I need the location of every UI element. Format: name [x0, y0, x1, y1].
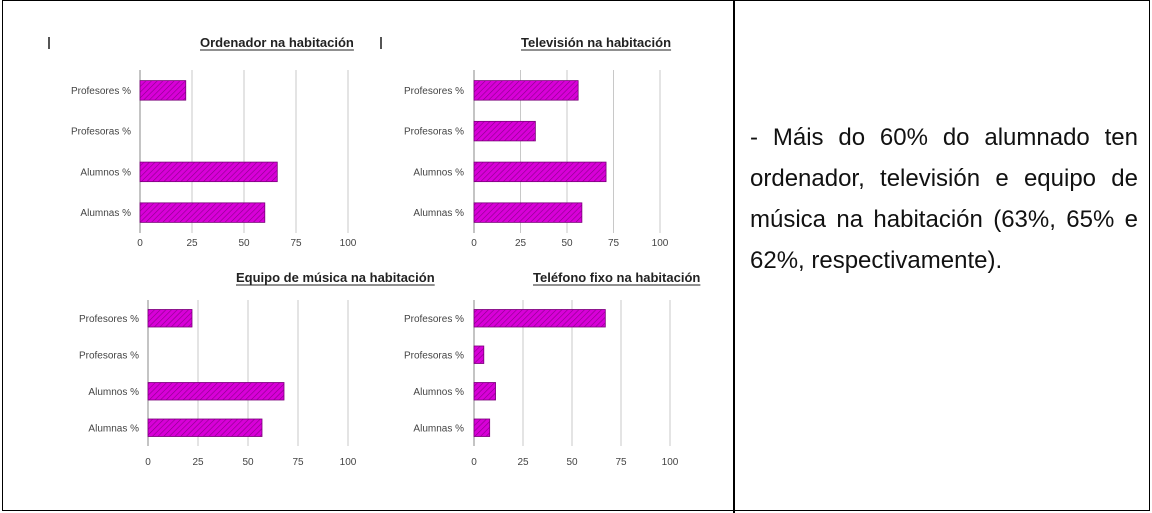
category-label: Profesoras %: [79, 350, 139, 361]
column-divider: [733, 0, 735, 513]
chart-title: Equipo de música na habitación: [236, 270, 435, 285]
category-label: Alumnos %: [88, 387, 139, 398]
x-tick-label: 100: [340, 457, 357, 468]
bar: [147, 382, 285, 401]
bar: [473, 80, 579, 101]
category-label: Alumnos %: [413, 167, 464, 178]
chart-title: Teléfono fixo na habitación: [533, 270, 700, 285]
bar: [139, 161, 278, 183]
x-tick-label: 0: [471, 457, 477, 468]
x-tick-label: 75: [615, 457, 627, 468]
category-label: Alumnas %: [88, 423, 139, 434]
chart-edge-marker: [380, 37, 382, 49]
bar: [473, 345, 485, 364]
x-tick-label: 50: [242, 457, 254, 468]
bar: [139, 80, 187, 101]
category-label: Alumnas %: [413, 208, 464, 219]
x-tick-label: 100: [652, 238, 669, 249]
bar: [473, 309, 606, 328]
category-label: Alumnas %: [413, 423, 464, 434]
x-tick-label: 75: [608, 238, 620, 249]
category-label: Profesores %: [404, 86, 464, 97]
charts-panel: Ordenador na habitación 0 25 50 75 100 Profeso…: [48, 35, 701, 468]
bar: [147, 309, 193, 328]
bar: [473, 202, 583, 223]
x-tick-label: 25: [515, 238, 527, 249]
bar: [473, 382, 496, 401]
category-label: Profesores %: [71, 86, 131, 97]
bar: [147, 418, 263, 437]
x-tick-label: 25: [186, 238, 198, 249]
chart-2: Televisión na habitación 0 25 50 75 100 Profes…: [380, 35, 672, 249]
chart-title: Televisión na habitación: [521, 35, 671, 50]
category-label: Alumnos %: [80, 167, 131, 178]
category-label: Alumnos %: [413, 387, 464, 398]
category-label: Profesores %: [404, 314, 464, 325]
chart-3: Equipo de música na habitación 0 25 50 75 100…: [79, 270, 435, 468]
x-tick-label: 50: [238, 238, 250, 249]
bar: [473, 161, 607, 183]
bar: [139, 202, 266, 223]
category-label: Profesoras %: [404, 350, 464, 361]
bar: [473, 418, 491, 437]
x-tick-label: 0: [471, 238, 477, 249]
bar: [473, 120, 536, 142]
category-label: Profesores %: [79, 314, 139, 325]
chart-4: Teléfono fixo na habitación 0 25 50 75 100 Pro…: [404, 270, 701, 468]
x-tick-label: 25: [517, 457, 529, 468]
chart-edge-marker: [48, 37, 50, 49]
x-tick-label: 100: [662, 457, 679, 468]
x-tick-label: 75: [292, 457, 304, 468]
chart-1: Ordenador na habitación 0 25 50 75 100 Profeso…: [48, 35, 357, 249]
category-label: Profesoras %: [71, 127, 131, 138]
x-tick-label: 50: [566, 457, 578, 468]
x-tick-label: 0: [137, 238, 143, 249]
category-label: Alumnas %: [80, 208, 131, 219]
description-text: - Máis do 60% do alumnado ten ordenador,…: [750, 124, 1138, 274]
x-tick-label: 0: [145, 457, 151, 468]
x-tick-label: 100: [340, 238, 357, 249]
x-tick-label: 50: [561, 238, 573, 249]
x-tick-label: 25: [192, 457, 204, 468]
chart-title: Ordenador na habitación: [200, 35, 354, 50]
category-label: Profesoras %: [404, 127, 464, 138]
x-tick-label: 75: [290, 238, 302, 249]
